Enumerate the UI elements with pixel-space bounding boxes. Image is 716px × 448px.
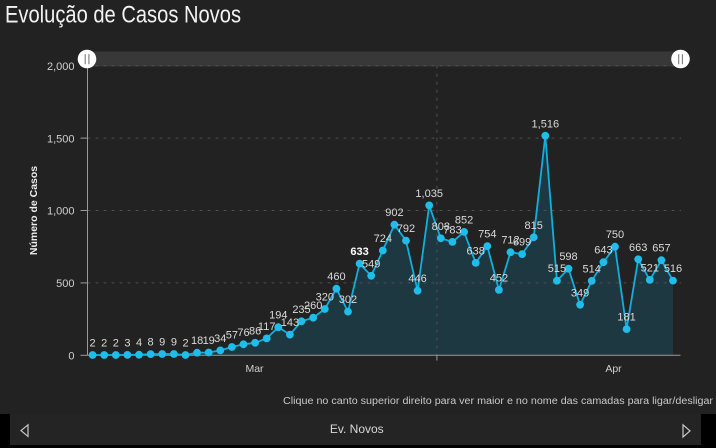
svg-text:2: 2: [90, 338, 96, 350]
svg-text:699: 699: [513, 237, 531, 249]
svg-text:117: 117: [258, 321, 276, 333]
svg-text:446: 446: [408, 273, 426, 285]
svg-text:Ev. Novos: Ev. Novos: [330, 422, 384, 436]
svg-text:Evolução de Casos Novos: Evolução de Casos Novos: [5, 2, 241, 29]
svg-text:194: 194: [269, 310, 287, 322]
svg-text:500: 500: [56, 278, 74, 290]
svg-text:514: 514: [583, 263, 601, 275]
svg-text:Número de Casos: Número de Casos: [28, 166, 40, 255]
svg-text:815: 815: [525, 220, 543, 232]
svg-text:2: 2: [182, 338, 188, 350]
svg-text:Apr: Apr: [605, 363, 622, 375]
svg-text:349: 349: [571, 287, 589, 299]
svg-text:516: 516: [664, 263, 682, 275]
svg-text:633: 633: [350, 246, 368, 258]
svg-text:783: 783: [443, 224, 461, 236]
svg-text:663: 663: [629, 242, 647, 254]
svg-text:260: 260: [304, 300, 322, 312]
svg-text:19: 19: [203, 335, 215, 347]
svg-text:9: 9: [159, 337, 165, 349]
svg-text:643: 643: [594, 245, 612, 257]
svg-text:452: 452: [490, 272, 508, 284]
svg-text:86: 86: [249, 325, 261, 337]
svg-text:76: 76: [237, 327, 249, 339]
svg-text:2: 2: [113, 338, 119, 350]
svg-text:712: 712: [501, 235, 519, 247]
svg-text:0: 0: [68, 351, 74, 363]
svg-text:754: 754: [478, 229, 496, 241]
svg-text:Clique no canto superior direi: Clique no canto superior direito para ve…: [283, 396, 714, 407]
svg-text:320: 320: [316, 292, 334, 304]
svg-text:9: 9: [171, 337, 177, 349]
svg-text:460: 460: [327, 271, 345, 283]
svg-text:2,000: 2,000: [47, 61, 75, 73]
svg-text:638: 638: [467, 245, 485, 257]
svg-text:521: 521: [641, 262, 659, 274]
svg-text:Mar: Mar: [245, 363, 264, 375]
svg-text:1,000: 1,000: [47, 206, 75, 218]
svg-text:34: 34: [214, 333, 226, 345]
svg-text:792: 792: [397, 223, 415, 235]
svg-text:1,035: 1,035: [415, 188, 443, 200]
svg-text:181: 181: [617, 312, 635, 324]
svg-text:852: 852: [455, 214, 473, 226]
svg-text:3: 3: [124, 337, 130, 349]
svg-text:4: 4: [136, 337, 142, 349]
svg-text:1,500: 1,500: [47, 133, 75, 145]
svg-text:143: 143: [281, 317, 299, 329]
svg-text:515: 515: [548, 263, 566, 275]
svg-text:235: 235: [292, 304, 310, 316]
svg-text:902: 902: [385, 207, 403, 219]
svg-text:598: 598: [559, 251, 577, 263]
svg-text:2: 2: [101, 338, 107, 350]
svg-text:57: 57: [226, 330, 238, 342]
svg-text:808: 808: [432, 221, 450, 233]
svg-text:8: 8: [148, 337, 154, 349]
svg-text:724: 724: [374, 233, 392, 245]
svg-text:657: 657: [652, 243, 670, 255]
svg-text:18: 18: [191, 335, 203, 347]
svg-text:1,516: 1,516: [532, 118, 560, 130]
svg-text:750: 750: [606, 229, 624, 241]
svg-text:302: 302: [339, 294, 357, 306]
svg-text:549: 549: [362, 258, 380, 270]
